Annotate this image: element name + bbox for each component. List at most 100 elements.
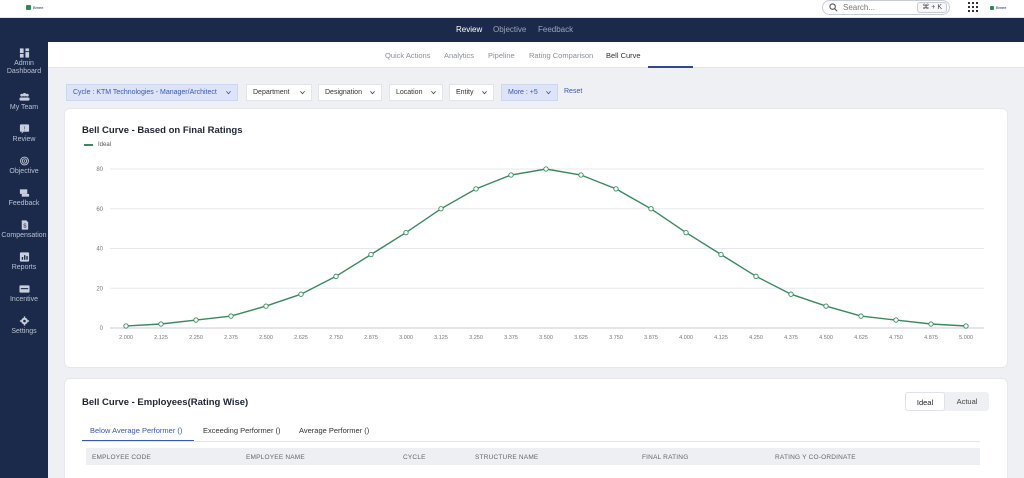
sidebar-item-reports[interactable]: Reports <box>0 252 48 272</box>
tab-quick-actions[interactable]: Quick Actions <box>385 51 431 60</box>
sidebar-item-compensation[interactable]: $ Compensation <box>0 220 48 240</box>
x-tick-label: 4.375 <box>784 335 798 341</box>
sidebar-item-my-team[interactable]: My Team <box>0 92 48 112</box>
toggle-actual[interactable]: Actual <box>956 397 978 406</box>
search-input[interactable]: Search... ⌘ + K <box>822 0 950 15</box>
data-point[interactable] <box>473 186 479 192</box>
data-point[interactable] <box>228 313 234 319</box>
nav-review[interactable]: Review <box>456 25 483 34</box>
series-line-ideal <box>125 168 967 327</box>
x-tick-label: 3.625 <box>574 335 588 341</box>
data-point[interactable] <box>893 317 899 323</box>
table-header: EMPLOYEE CODE EMPLOYEE NAME CYCLE STRUCT… <box>86 448 980 465</box>
company-logo-text: Bmee <box>996 5 1007 10</box>
x-tick-label: 2.125 <box>154 335 168 341</box>
chevron-down-icon <box>300 90 305 95</box>
reports-icon <box>19 252 29 262</box>
nav-objective[interactable]: Objective <box>493 25 527 34</box>
search-shortcut: ⌘ + K <box>917 2 947 13</box>
data-point[interactable] <box>613 186 619 192</box>
data-point[interactable] <box>963 323 969 329</box>
team-icon <box>18 92 30 101</box>
data-point[interactable] <box>263 303 269 309</box>
chevron-down-icon <box>482 90 487 95</box>
toggle-ideal[interactable]: Ideal <box>905 392 945 411</box>
data-point[interactable] <box>193 317 199 323</box>
tab-average[interactable]: Average Performer () <box>299 426 370 435</box>
sidebar: Admin Dashboard My Team ! Review Objecti… <box>0 42 48 478</box>
tab-pipeline[interactable]: Pipeline <box>488 51 515 60</box>
data-point[interactable] <box>753 273 759 279</box>
data-point[interactable] <box>438 206 444 212</box>
bell-curve-card <box>64 108 1008 368</box>
data-point[interactable] <box>403 229 409 236</box>
app-grid-icon[interactable] <box>968 2 978 12</box>
x-tick-label: 3.000 <box>399 335 413 341</box>
objective-icon <box>19 156 29 166</box>
location-filter[interactable]: Location <box>389 84 443 101</box>
data-point[interactable] <box>788 291 794 297</box>
x-tick-label: 3.125 <box>434 335 448 341</box>
department-filter[interactable]: Department <box>246 84 312 101</box>
data-point[interactable] <box>298 291 304 297</box>
data-point[interactable] <box>578 172 584 178</box>
app-logo[interactable]: Bmee <box>26 5 43 10</box>
more-filters[interactable]: More : +5 <box>501 84 558 101</box>
x-tick-label: 2.750 <box>329 335 343 341</box>
tabs-divider <box>82 441 980 442</box>
sidebar-item-review[interactable]: ! Review <box>0 124 48 144</box>
data-point[interactable] <box>928 321 934 327</box>
data-point[interactable] <box>823 303 829 309</box>
entity-filter[interactable]: Entity <box>449 84 494 101</box>
tab-rating-comparison[interactable]: Rating Comparison <box>529 51 594 60</box>
data-point[interactable] <box>648 206 654 212</box>
chart-legend[interactable]: Ideal <box>84 142 111 148</box>
sidebar-item-feedback[interactable]: Feedback <box>0 188 48 208</box>
x-tick-label: 5.000 <box>959 335 973 341</box>
cycle-filter[interactable]: Cycle : KTM Technologies - Manager/Archi… <box>66 84 238 101</box>
gear-icon <box>19 316 29 326</box>
x-tick-label: 4.750 <box>889 335 903 341</box>
y-tick-label: 40 <box>96 247 103 253</box>
column-final-rating[interactable]: FINAL RATING <box>642 454 689 461</box>
column-structure-name[interactable]: STRUCTURE NAME <box>475 454 539 461</box>
column-employee-name[interactable]: EMPLOYEE NAME <box>246 454 305 461</box>
sidebar-item-objective[interactable]: Objective <box>0 156 48 176</box>
dashboard-icon <box>19 48 29 58</box>
sidebar-item-incentive[interactable]: Incentive <box>0 284 48 304</box>
sidebar-item-admin-dashboard[interactable]: Admin Dashboard <box>0 48 48 76</box>
nav-feedback[interactable]: Feedback <box>538 25 574 34</box>
sidebar-item-label: My Team <box>9 104 39 111</box>
tab-exceeding[interactable]: Exceeding Performer () <box>203 426 281 435</box>
data-point[interactable] <box>158 321 164 327</box>
sidebar-item-settings[interactable]: Settings <box>0 316 48 336</box>
data-point[interactable] <box>508 172 514 178</box>
data-point[interactable] <box>718 251 724 258</box>
tab-below-average[interactable]: Below Average Performer () <box>90 426 183 435</box>
x-tick-label: 3.500 <box>539 335 553 341</box>
data-point[interactable] <box>543 166 549 172</box>
x-tick-label: 4.125 <box>714 335 728 341</box>
column-employee-code[interactable]: EMPLOYEE CODE <box>92 454 151 461</box>
column-rating-y-coordinate[interactable]: RATING Y CO-ORDINATE <box>775 454 856 461</box>
column-cycle[interactable]: CYCLE <box>403 454 426 461</box>
legend-label: Ideal <box>98 142 112 148</box>
active-tab-indicator <box>82 440 194 441</box>
data-point[interactable] <box>333 273 339 279</box>
top-bar: Bmee Search... ⌘ + K Bmee <box>0 0 1024 18</box>
data-point[interactable] <box>683 229 689 236</box>
data-point[interactable] <box>858 313 864 319</box>
sub-tabs: Quick Actions Analytics Pipeline Rating … <box>48 42 1024 68</box>
designation-filter[interactable]: Designation <box>318 84 382 101</box>
tab-analytics[interactable]: Analytics <box>444 51 475 60</box>
data-point[interactable] <box>368 251 374 258</box>
more-filters-label: More : +5 <box>508 89 538 96</box>
location-filter-label: Location <box>396 89 423 96</box>
search-icon <box>829 3 838 12</box>
data-point[interactable] <box>123 323 129 329</box>
tab-bell-curve[interactable]: Bell Curve <box>606 51 641 60</box>
logo-text: Bmee <box>33 5 44 10</box>
sidebar-item-label: Compensation <box>1 232 47 239</box>
x-tick-label: 3.250 <box>469 335 483 341</box>
reset-link[interactable]: Reset <box>564 88 583 95</box>
